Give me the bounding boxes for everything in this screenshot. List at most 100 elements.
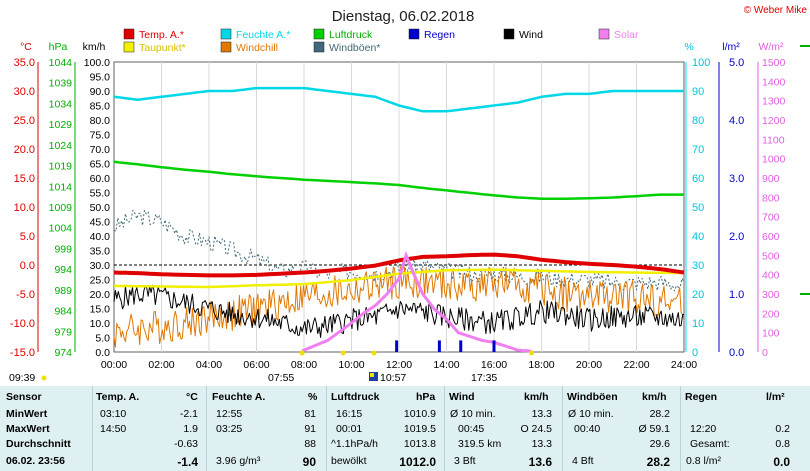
chart-title: Dienstag, 06.02.2018 (332, 8, 475, 25)
series-line-wind (113, 284, 685, 338)
column-divider (326, 386, 327, 471)
axis-tick-label: 989 (54, 285, 72, 297)
axis-tick-label: 200 (762, 308, 780, 320)
temp-value: -1.4 (177, 455, 198, 469)
axis-tick-label: 30.0 (90, 260, 111, 272)
x-tick-label: 06:00 (243, 359, 269, 371)
pressure-time: 00:01 (336, 423, 363, 435)
axis-tick-label: 5.0 (20, 231, 35, 243)
stats-row-min: MinWert 03:10 -2.1 12:55 81 16:15 1010.9… (0, 408, 810, 422)
legend-swatch (408, 28, 420, 40)
axis-tick-label: 10 (692, 318, 704, 330)
pressure-value: 1013.8 (403, 438, 436, 450)
series-line-luftdruck (113, 160, 684, 200)
legend-label: Feuchte A.* (236, 29, 290, 41)
column-divider (92, 386, 93, 471)
temp-value: -0.63 (174, 438, 198, 450)
header-wind-unit: km/h (524, 391, 549, 403)
header-pressure-unit: hPa (416, 391, 436, 403)
legend-swatch (123, 28, 135, 40)
legend-swatch (313, 41, 325, 53)
axis-tick-label: 1400 (762, 76, 786, 88)
wind-max-value: O 24.5 (520, 423, 552, 435)
axis-tick-label: 55.0 (90, 188, 111, 200)
column-divider (562, 386, 563, 471)
header-sensor: Sensor (6, 391, 42, 403)
legend-label: Temp. A.* (139, 29, 184, 41)
axis-tick-label: 25.0 (14, 115, 35, 127)
axis-tick-label: 20.0 (14, 144, 35, 156)
axis-tick-label: 0 (762, 347, 768, 359)
header-pressure: Luftdruck (331, 391, 380, 403)
axis-tick-label: 979 (54, 326, 72, 338)
series-line-windchill (113, 266, 685, 348)
pressure-time: 16:15 (336, 408, 363, 420)
header-gust-unit: km/h (642, 391, 667, 403)
legend-swatch (220, 28, 232, 40)
axis-tick-label: 300 (762, 289, 780, 301)
legend-label: Regen (424, 29, 455, 41)
axis-tick-label: 50 (692, 202, 704, 214)
axis-tick-label: 65.0 (90, 159, 111, 171)
axis-unit-label: % (684, 41, 693, 53)
axis-tick-label: 1.0 (729, 289, 744, 301)
temp-time: 14:50 (100, 423, 127, 435)
row-label: MinWert (6, 408, 48, 420)
x-tick-label: 22:00 (623, 359, 649, 371)
stats-header-row: Sensor Temp. A. °C Feuchte A. % Luftdruc… (0, 391, 810, 405)
pressure-trend: ^1.1hPa/h (331, 438, 378, 450)
axis-tick-label: 100 (762, 328, 780, 340)
axis-tick-label: 1004 (49, 223, 73, 235)
axis-tick-label: 1100 (762, 134, 785, 146)
wind-time: Ø 10 min. (450, 408, 496, 420)
axis-tick-label: 50.0 (90, 202, 111, 214)
axis-tick-label: 1500 (762, 57, 786, 69)
stats-row-max: MaxWert 14:50 1.9 03:25 91 00:01 1019.5 … (0, 423, 810, 437)
axis-tick-label: 999 (54, 243, 72, 255)
event-time-label: 10:57 (380, 372, 406, 384)
axis-tick-label: 35.0 (90, 246, 111, 258)
humidity-value: 81 (304, 408, 316, 420)
statistics-panel: Sensor Temp. A. °C Feuchte A. % Luftdruc… (0, 386, 810, 471)
axis-tick-label: 40 (692, 231, 704, 243)
axis-tick-label: 0.0 (729, 347, 744, 359)
axis-tick-label: 700 (762, 212, 780, 224)
event-time-label: 17:35 (471, 372, 497, 384)
x-tick-label: 04:00 (196, 359, 222, 371)
rain-value: 0.2 (775, 423, 790, 435)
axis-tick-label: 994 (54, 264, 72, 276)
current-timestamp: 06.02. 23:56 (6, 455, 65, 467)
x-tick-label: 16:00 (481, 359, 507, 371)
x-tick-label: 18:00 (528, 359, 554, 371)
absolute-humidity: 3.96 g/m³ (216, 455, 261, 467)
rain-total-label: Gesamt: (690, 438, 730, 450)
rain-total: 0.8 l/m² (686, 455, 722, 467)
axis-tick-label: 4.0 (729, 115, 744, 127)
axis-tick-label: 25.0 (90, 275, 111, 287)
header-rain: Regen (685, 391, 718, 403)
axis-tick-label: 984 (54, 306, 72, 318)
rain-value: 0.8 (775, 438, 790, 450)
rain-bar (395, 340, 399, 352)
x-tick-label: 00:00 (101, 359, 127, 371)
axis-tick-label: 60.0 (90, 173, 111, 185)
humidity-value: 90 (302, 455, 316, 469)
axis-tick-label: 15.0 (14, 173, 35, 185)
gust-time: 00:40 (574, 423, 601, 435)
legend-swatch (503, 28, 515, 40)
axis-tick-label: 1014 (49, 181, 73, 193)
rain-time: 12:20 (690, 423, 717, 435)
axis-tick-label: 60 (692, 173, 704, 185)
axis-tick-label: 90 (692, 86, 704, 98)
row-label: Durchschnitt (6, 438, 71, 450)
legend: Temp. A.* Feuchte A.* Luftdruck Regen Wind So… (123, 28, 639, 54)
x-tick-label: 24:00 (671, 359, 697, 371)
header-gust: Windböen (567, 391, 618, 403)
axis-tick-label: 0 (692, 347, 698, 359)
rain-value: 0.0 (773, 455, 790, 469)
wind-beaufort: 3 Bft (454, 455, 476, 467)
credit-text: © Weber Mike (744, 5, 808, 16)
axis-tick-label: 900 (762, 173, 780, 185)
axis-tick-label: 1009 (49, 202, 73, 214)
axis-unit-label: km/h (83, 41, 106, 53)
